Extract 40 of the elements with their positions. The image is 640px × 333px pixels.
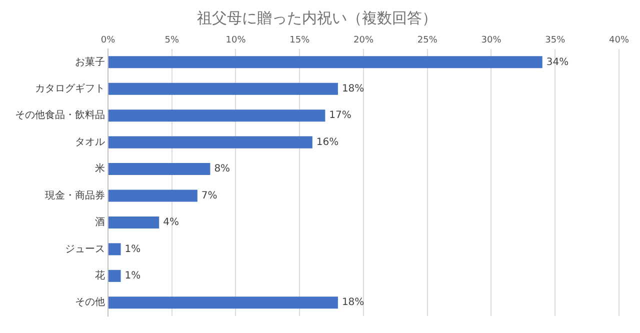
chart-title: 祖父母に贈った内祝い（複数回答）: [197, 8, 437, 27]
y-tick-label: ジュース: [65, 244, 105, 255]
bar: [108, 82, 338, 95]
x-tick-label: 40%: [608, 36, 630, 46]
bar: [108, 243, 121, 256]
y-tick-label: お菓子: [75, 56, 105, 68]
x-tick-label: 5%: [164, 36, 180, 46]
x-tick-label: 0%: [100, 36, 116, 46]
bar: [108, 136, 312, 148]
data-label: 1%: [124, 270, 141, 282]
x-tick-label: 30%: [481, 36, 502, 46]
bar: [108, 163, 210, 176]
bar: [108, 296, 338, 309]
bar: [108, 270, 121, 282]
data-label: 17%: [329, 110, 352, 122]
data-label: 16%: [316, 136, 339, 148]
data-label: 4%: [163, 217, 179, 228]
bar: [108, 190, 198, 202]
x-tick-label: 25%: [417, 36, 438, 46]
x-tick-label: 10%: [226, 36, 246, 46]
data-label: 34%: [546, 56, 569, 68]
y-tick-label: その他: [75, 296, 105, 308]
y-tick-label: タオル: [75, 136, 105, 148]
y-tick-label: 花: [95, 270, 105, 282]
data-label: 1%: [124, 244, 141, 255]
data-label: 18%: [342, 83, 364, 94]
x-tick-label: 20%: [353, 36, 374, 46]
data-label: 8%: [214, 164, 230, 175]
y-tick-label: 現金・商品券: [45, 189, 105, 202]
x-tick-label: 15%: [290, 36, 310, 46]
data-label: 7%: [201, 190, 218, 202]
y-tick-label: 米: [95, 162, 105, 175]
y-tick-label: 酒: [95, 216, 105, 228]
data-label: 18%: [342, 297, 364, 308]
bar: [108, 216, 160, 228]
bar: [108, 110, 326, 122]
y-tick-label: その他食品・飲料品: [15, 109, 105, 122]
y-tick-label: カタログギフト: [35, 82, 105, 94]
bar: [108, 56, 542, 68]
x-tick-label: 35%: [545, 36, 566, 46]
